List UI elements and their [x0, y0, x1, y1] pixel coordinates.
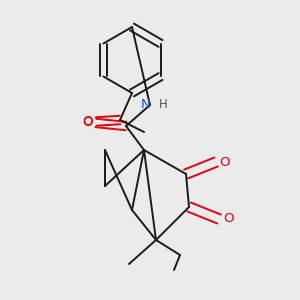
Text: N: N	[141, 98, 151, 112]
Text: O: O	[82, 115, 92, 128]
Text: O: O	[220, 155, 230, 169]
Text: O: O	[223, 212, 233, 226]
Text: H: H	[159, 98, 168, 112]
Text: O: O	[82, 116, 92, 130]
